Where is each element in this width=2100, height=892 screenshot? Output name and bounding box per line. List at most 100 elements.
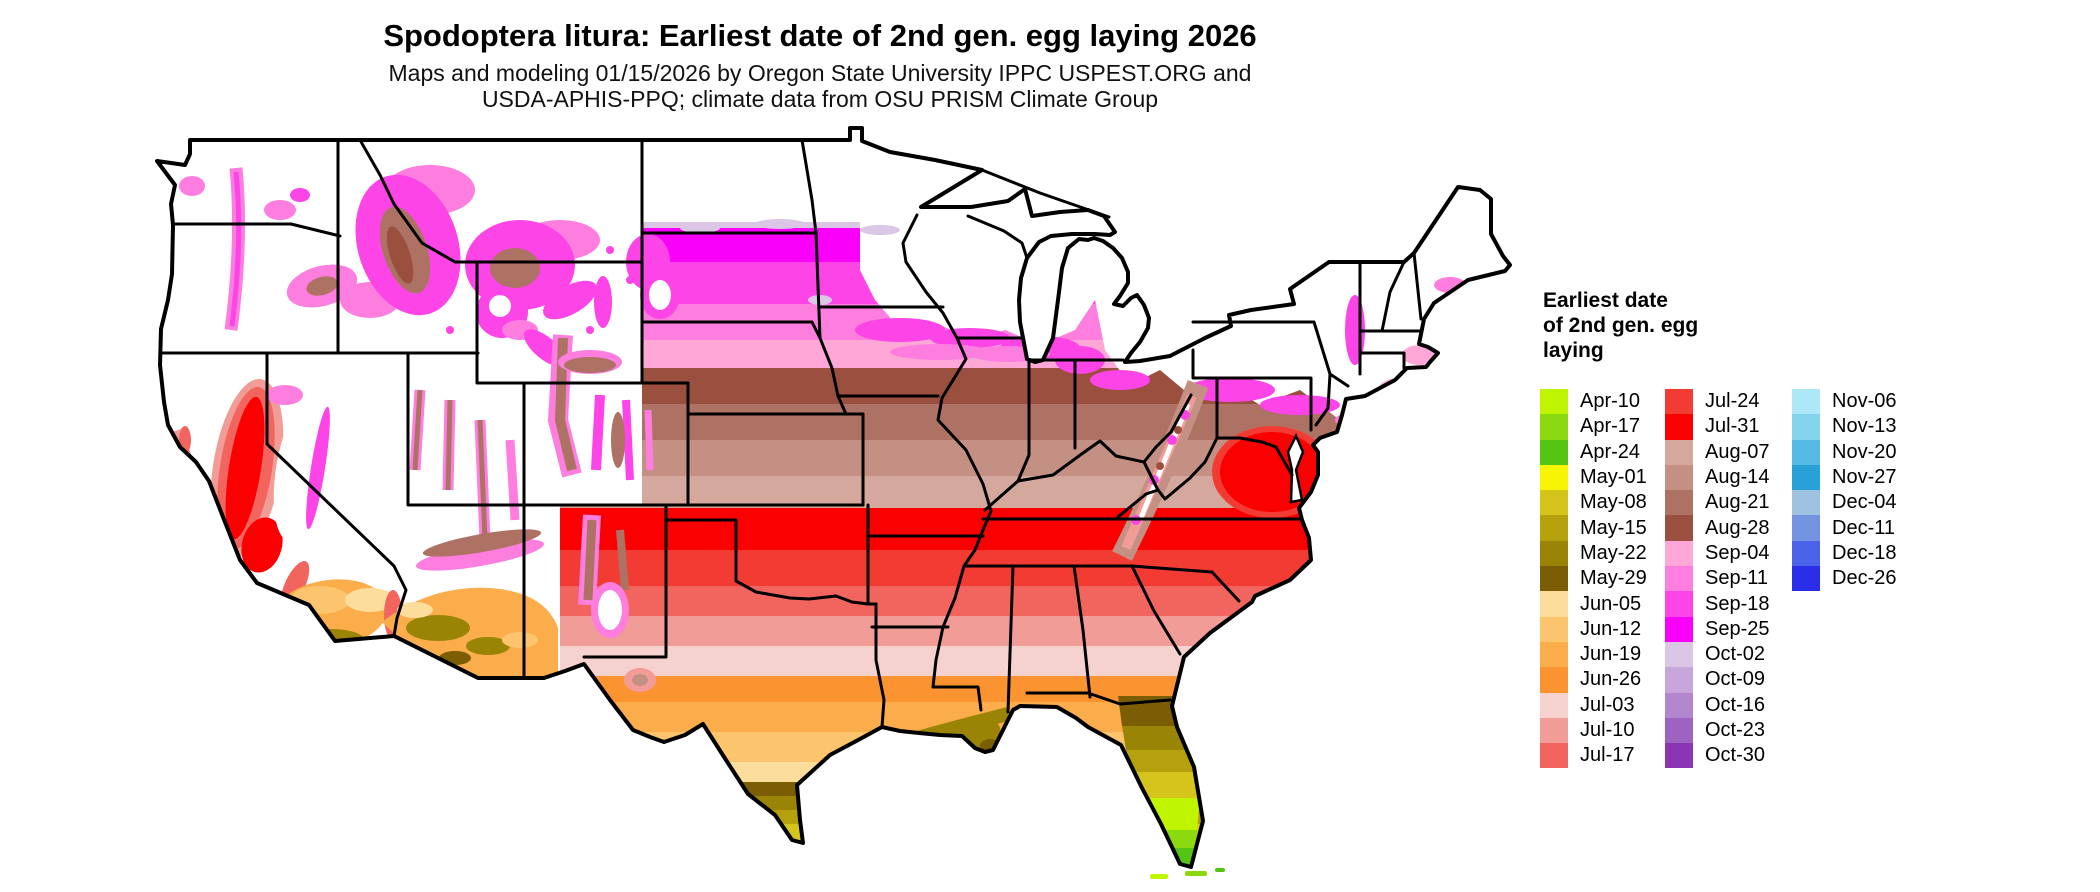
legend-swatch [1792,566,1820,592]
legend-row: Dec-11 [1792,515,1896,541]
legend-row: Jul-03 [1540,692,1647,718]
legend-row: Oct-16 [1665,692,1770,718]
legend-label: May-29 [1580,567,1647,590]
legend-label: May-15 [1580,516,1647,539]
legend-label: Aug-28 [1705,516,1770,539]
legend-row: Nov-20 [1792,439,1897,465]
legend-row: Sep-25 [1665,616,1770,642]
legend-swatch [1665,439,1693,465]
legend-row: Sep-04 [1665,540,1770,567]
band-Aug-14 [560,440,1510,476]
legend-label: Sep-18 [1705,592,1770,615]
legend-row: Sep-11 [1665,566,1770,592]
band-May-15 [560,810,1510,824]
legend-label: Sep-25 [1705,617,1770,640]
legend-row: Nov-06 [1792,389,1897,415]
legend-label: Dec-04 [1832,491,1897,514]
legend-row: Apr-24 [1540,439,1647,465]
legend-swatch [1540,490,1568,516]
legend-swatch [1540,540,1568,567]
legend-column-3: Nov-06 Nov-13 Nov-20 Nov-27 Dec-04 Dec-11 Dec-… [1792,389,1897,592]
band-Jun-26 [560,676,1510,702]
legend-label: Dec-26 [1832,567,1897,590]
legend-row: May-08 [1540,490,1647,516]
legend-label: Nov-20 [1832,440,1897,463]
legend-row: Dec-18 [1792,540,1896,567]
legend-row: Aug-07 [1665,439,1770,465]
legend-swatch [1665,566,1693,592]
legend-row: May-01 [1540,464,1647,491]
legend-swatch [1792,389,1820,415]
legend-label: Aug-07 [1705,440,1770,463]
legend-swatch [1540,692,1568,718]
legend-swatch [1792,414,1820,440]
legend-swatch [1540,566,1568,592]
legend-swatch [1665,490,1693,516]
legend-swatch [1792,464,1820,491]
legend-row: Jun-12 [1540,616,1647,642]
legend-title-line-2: of 2nd gen. egg [1543,314,1699,337]
legend-row: Oct-02 [1665,641,1770,668]
band-Jun-05 [560,762,1510,782]
legend-label: May-08 [1580,491,1647,514]
legend-row: Jul-17 [1540,743,1647,769]
legend-row: Aug-28 [1665,515,1770,541]
legend-label: Jul-24 [1705,390,1760,413]
legend-swatch [1540,389,1568,415]
legend-label: Jun-19 [1580,643,1642,666]
legend-row: Sep-18 [1665,591,1770,617]
legend-label: Sep-11 [1705,567,1769,590]
band-Jul-31 [560,508,1510,550]
subtitle-line-2: USDA-APHIS-PPQ; climate data from OSU PR… [481,86,1159,112]
legend-label: Oct-09 [1705,668,1766,691]
legend-label: Apr-24 [1580,440,1641,463]
legend-label: Oct-16 [1705,693,1766,716]
legend-swatch [1540,515,1568,541]
legend-row: May-29 [1540,566,1647,592]
band-Aug-07 [560,476,1510,508]
legend-swatch [1665,743,1693,769]
legend-label: Oct-30 [1705,744,1766,767]
state-borders [159,138,1423,729]
legend-label: May-01 [1580,466,1647,489]
legend-label: Nov-06 [1832,390,1897,413]
us-outline [155,126,1512,869]
legend-label: Aug-21 [1705,491,1770,514]
legend-label: Oct-02 [1705,643,1766,666]
legend-swatch [1540,616,1568,642]
legend-swatch [1540,591,1568,617]
legend-label: Apr-10 [1580,390,1641,413]
legend-label: Jul-17 [1580,744,1635,767]
band-Jun-12 [560,732,1510,762]
band-May-29 [560,782,1510,796]
legend-title-line-1: Earliest date [1543,289,1668,312]
legend-label: Sep-04 [1705,541,1770,564]
band-Jul-03 [560,646,1510,676]
legend-label: Jul-03 [1580,693,1635,716]
band-May-08 [560,824,1510,842]
legend-swatch [1665,641,1693,668]
legend-row: Nov-27 [1792,464,1897,491]
band-May-22 [560,796,1510,810]
florida-keys [1150,868,1225,879]
legend-swatch [1540,414,1568,440]
page-subtitle: Maps and modeling 01/15/2026 by Oregon S… [0,60,1640,112]
legend-row: Oct-30 [1665,743,1770,769]
legend-swatch [1665,692,1693,718]
legend-row: Nov-13 [1792,414,1897,440]
legend-label: Apr-17 [1580,415,1641,438]
legend-label: Nov-13 [1832,415,1897,438]
legend-swatch [1792,439,1820,465]
legend-label: Jul-10 [1580,719,1635,741]
legend-row: Oct-09 [1665,667,1770,693]
legend-row: Aug-14 [1665,464,1770,491]
legend-swatch [1665,464,1693,491]
legend-swatch [1792,540,1820,567]
legend-label: Nov-27 [1832,466,1897,489]
legend-swatch [1792,515,1820,541]
legend-swatch [1665,616,1693,642]
legend-swatch [1540,743,1568,769]
legend-row: Dec-26 [1792,566,1897,592]
